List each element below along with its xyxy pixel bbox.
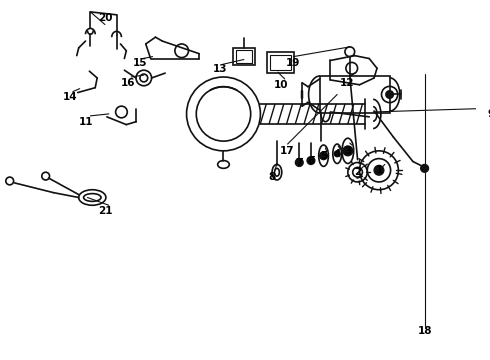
Text: 4: 4 (334, 149, 341, 159)
Circle shape (421, 165, 428, 172)
Bar (270, 55, 292, 70)
Text: 17: 17 (280, 146, 295, 156)
Text: 10: 10 (273, 80, 288, 90)
Text: 16: 16 (121, 78, 136, 88)
Text: 14: 14 (63, 93, 77, 102)
Text: 3: 3 (344, 146, 351, 156)
Circle shape (343, 146, 353, 156)
Bar (319, 76, 390, 113)
Circle shape (307, 157, 315, 165)
Bar (267, 52, 294, 73)
Bar (233, 48, 255, 66)
Text: 12: 12 (340, 78, 354, 88)
Text: 1: 1 (375, 165, 383, 175)
Text: 9: 9 (487, 109, 490, 119)
Circle shape (374, 166, 384, 175)
Text: 13: 13 (212, 64, 227, 74)
Circle shape (319, 152, 327, 159)
Text: 5: 5 (320, 151, 327, 161)
Text: 2: 2 (354, 167, 361, 177)
Text: 20: 20 (98, 13, 112, 23)
Text: 15: 15 (133, 58, 147, 68)
Text: 7: 7 (295, 158, 303, 167)
Text: 8: 8 (269, 172, 276, 182)
Circle shape (386, 91, 393, 98)
Text: 21: 21 (98, 206, 112, 216)
Circle shape (295, 159, 303, 166)
Text: 11: 11 (79, 117, 94, 127)
Circle shape (334, 151, 340, 157)
Bar (236, 50, 252, 63)
Text: 19: 19 (286, 58, 301, 68)
Text: 6: 6 (307, 156, 315, 166)
Text: 18: 18 (417, 325, 432, 336)
